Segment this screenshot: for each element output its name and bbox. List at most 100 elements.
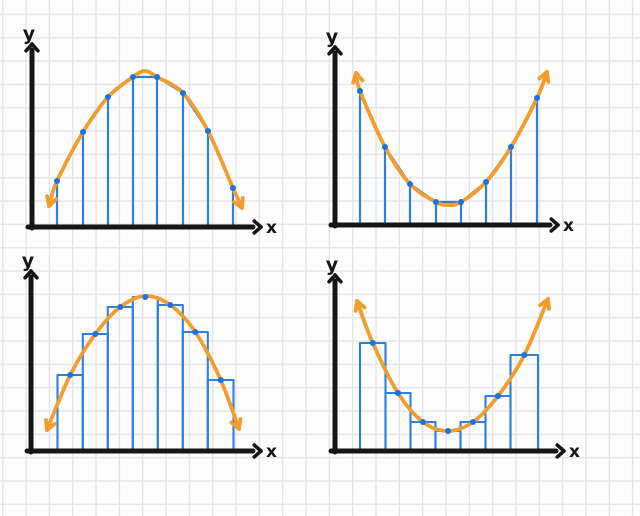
- x-axis-arrow-icon: [555, 443, 566, 459]
- x-axis-label: x: [569, 442, 580, 462]
- arrow-barb: [546, 297, 551, 311]
- sample-point-dot: [382, 144, 388, 150]
- x-axis-arrow-icon: [252, 219, 263, 235]
- sample-point-dot: [54, 178, 60, 184]
- axes: xy: [326, 26, 574, 236]
- arrow-barb: [232, 200, 244, 210]
- y-axis-label: y: [22, 250, 35, 272]
- arrow-barb: [30, 42, 40, 53]
- arrow-barb: [354, 71, 365, 83]
- y-axis-label: y: [326, 26, 339, 48]
- sample-point-dot: [521, 352, 528, 358]
- panel-bottom-right: xy: [326, 254, 580, 462]
- curve-arrow-icon: [351, 71, 365, 85]
- x-axis-label: x: [266, 442, 277, 462]
- sample-point-dot: [369, 340, 376, 346]
- y-axis-label: y: [23, 23, 36, 45]
- sample-point-dot: [508, 144, 514, 150]
- panel-bottom-left: xy: [22, 250, 277, 462]
- arrow-barb: [333, 45, 343, 56]
- sample-point-dot: [130, 74, 136, 80]
- curve-arrow-icon: [229, 417, 243, 431]
- riemann-rectangle: [56, 373, 84, 453]
- sample-point-dot: [445, 428, 451, 434]
- riemann-rectangle: [106, 305, 134, 453]
- y-axis-arrow-icon: [327, 45, 343, 56]
- function-curve: [47, 69, 244, 210]
- function-curve: [45, 294, 241, 432]
- riemann-rectangles: [56, 295, 235, 453]
- riemann-rectangle: [156, 303, 184, 453]
- curve-arrow-icon: [353, 299, 367, 313]
- arrow-barb: [252, 225, 263, 235]
- sample-point-dot: [92, 331, 99, 337]
- y-axis-arrow-icon: [327, 273, 343, 284]
- riemann-rectangles: [358, 341, 540, 453]
- sample-point-dot: [433, 199, 439, 205]
- curve-arrow-icon: [538, 297, 551, 311]
- sample-point-dot: [142, 294, 149, 300]
- y-axis-arrow-icon: [23, 269, 39, 280]
- sample-point-dot: [217, 377, 224, 383]
- x-axis-arrow-icon: [252, 443, 263, 459]
- arrow-barb: [29, 269, 39, 280]
- sample-point-dot: [407, 181, 413, 187]
- sample-point-dot: [167, 302, 174, 308]
- arrow-barb: [44, 418, 49, 432]
- arrow-barb: [549, 223, 560, 233]
- function-curve-group: [45, 69, 245, 210]
- sample-point-dot: [230, 185, 236, 191]
- sample-point-dot: [105, 94, 111, 100]
- sample-point-dot: [357, 88, 363, 94]
- sample-point-dot: [495, 393, 501, 399]
- sample-segments: [55, 75, 235, 226]
- axes: xy: [22, 250, 277, 462]
- riemann-rectangle: [131, 295, 159, 453]
- panel-top-left: xy: [23, 23, 277, 238]
- sample-point-dot: [117, 304, 124, 310]
- arrow-barb: [545, 70, 551, 84]
- y-axis-label: y: [326, 254, 339, 276]
- sample-point-dot: [395, 390, 401, 396]
- riemann-rectangle: [206, 378, 235, 453]
- sample-point-dot: [154, 74, 160, 80]
- riemann-rectangle: [81, 332, 109, 453]
- arrow-barb: [555, 449, 566, 459]
- sample-point-dot: [67, 372, 74, 378]
- sample-dots: [369, 340, 528, 434]
- panel-top-right: xy: [326, 26, 574, 236]
- sample-point-dot: [180, 90, 186, 96]
- riemann-rectangle: [384, 391, 412, 453]
- x-axis-label: x: [563, 216, 574, 236]
- sample-point-dot: [80, 129, 86, 135]
- axes: xy: [23, 23, 277, 238]
- arrow-barb: [45, 194, 51, 208]
- sample-point-dot: [483, 179, 489, 185]
- sample-point-dot: [192, 329, 199, 335]
- sample-dots: [357, 88, 540, 205]
- x-axis-label: x: [266, 218, 277, 238]
- y-axis-arrow-icon: [24, 42, 40, 53]
- arrow-barb: [355, 299, 367, 310]
- curve-arrow-icon: [537, 70, 551, 84]
- axes: xy: [326, 254, 580, 462]
- sample-point-dot: [420, 419, 426, 425]
- x-axis-arrow-icon: [549, 217, 560, 233]
- curve-arrow-icon: [44, 418, 57, 432]
- sample-dots: [54, 74, 236, 191]
- arrow-barb: [333, 273, 343, 284]
- sample-point-dot: [458, 199, 464, 205]
- arrow-barb: [252, 449, 263, 459]
- sample-point-dot: [205, 128, 211, 134]
- sample-dots: [67, 294, 224, 383]
- curve-arrow-icon: [232, 196, 245, 210]
- function-curve: [354, 70, 549, 207]
- curve-arrow-icon: [45, 194, 59, 208]
- function-curve-group: [44, 294, 243, 432]
- sample-point-dot: [534, 95, 540, 101]
- arrow-barb: [229, 420, 241, 431]
- function-curve-group: [351, 70, 551, 207]
- sample-point-dot: [470, 419, 476, 425]
